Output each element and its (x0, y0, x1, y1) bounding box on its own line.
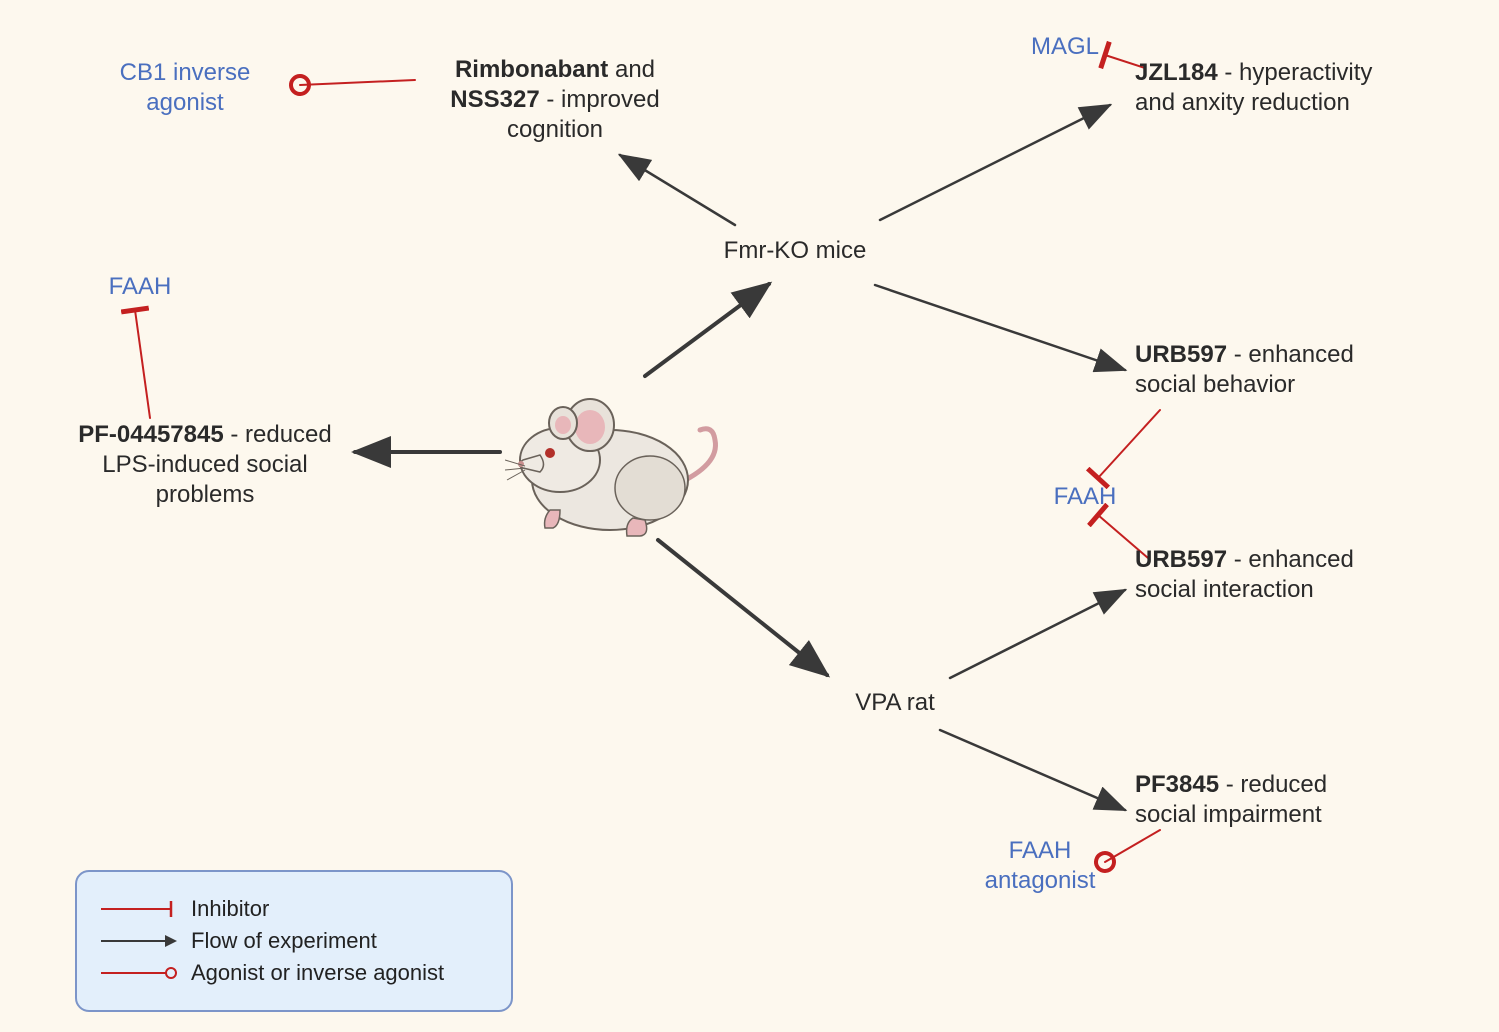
node-pf04457845: PF-04457845 - reduced LPS-induced social… (50, 420, 360, 510)
edge-inhibitor (135, 310, 150, 418)
legend-row-flow: Flow of experiment (99, 928, 489, 954)
legend-label: Inhibitor (191, 896, 269, 922)
node-pf3845: PF3845 - reduced social impairment (1135, 770, 1415, 830)
edge-flow (620, 155, 735, 225)
node-magl: MAGL (1020, 32, 1110, 62)
node-jzl184: JZL184 - hyperactivity and anxity reduct… (1135, 58, 1435, 118)
edge-agonist (300, 80, 415, 85)
node-urb597-behavior: URB597 - enhanced social behavior (1135, 340, 1415, 400)
edge-inhibitor (1098, 410, 1160, 478)
edge-flow (875, 285, 1125, 370)
mouse-icon (505, 370, 725, 545)
legend-label: Agonist or inverse agonist (191, 960, 444, 986)
legend-label: Flow of experiment (191, 928, 377, 954)
edge-flow (950, 590, 1125, 678)
legend-row-inhibitor: Inhibitor (99, 896, 489, 922)
legend-row-agonist: Agonist or inverse agonist (99, 960, 489, 986)
node-faah-right: FAAH (1040, 482, 1130, 512)
node-vpa-rat: VPA rat (840, 688, 950, 718)
edge-flow (658, 540, 827, 675)
node-cb1-inverse: CB1 inverse agonist (95, 58, 275, 118)
edge-flow (880, 105, 1110, 220)
node-faah-antagonist: FAAH antagonist (965, 836, 1115, 896)
edge-flow (940, 730, 1125, 810)
node-rimonabant: Rimbonabant and NSS327 - improved cognit… (415, 55, 695, 145)
node-faah-left: FAAH (95, 272, 185, 302)
legend: Inhibitor Flow of experiment Agonist or … (75, 870, 513, 1012)
edge-flow (645, 284, 769, 376)
node-fmr-ko: Fmr-KO mice (720, 236, 870, 266)
node-urb597-interaction: URB597 - enhanced social interaction (1135, 545, 1415, 605)
